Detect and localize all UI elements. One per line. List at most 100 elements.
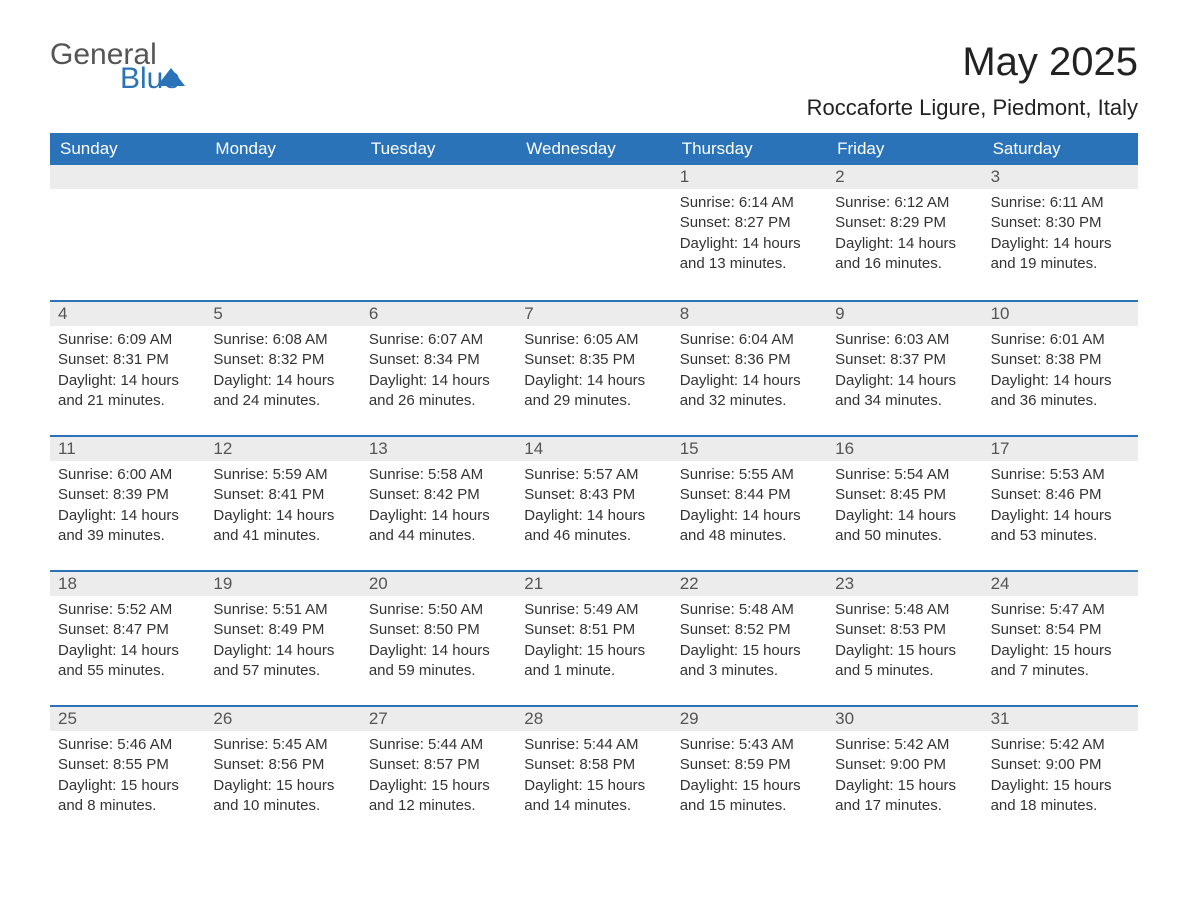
day-details: Sunrise: 5:48 AMSunset: 8:52 PMDaylight:…: [672, 596, 827, 691]
day-cell: 15Sunrise: 5:55 AMSunset: 8:44 PMDayligh…: [672, 437, 827, 570]
sunset-text: Sunset: 8:29 PM: [835, 213, 974, 233]
blank-day: [516, 165, 671, 189]
day-details: Sunrise: 6:14 AMSunset: 8:27 PMDaylight:…: [672, 189, 827, 284]
day-number: 3: [983, 165, 1138, 189]
daylight-text: Daylight: 14 hours and 59 minutes.: [369, 641, 508, 682]
sunset-text: Sunset: 8:27 PM: [680, 213, 819, 233]
daylight-text: Daylight: 14 hours and 57 minutes.: [213, 641, 352, 682]
day-number: 15: [672, 437, 827, 461]
daylight-text: Daylight: 14 hours and 41 minutes.: [213, 506, 352, 547]
sunset-text: Sunset: 8:46 PM: [991, 485, 1130, 505]
day-number: 4: [50, 302, 205, 326]
daylight-text: Daylight: 15 hours and 5 minutes.: [835, 641, 974, 682]
blank-day: [205, 165, 360, 189]
daylight-text: Daylight: 14 hours and 13 minutes.: [680, 234, 819, 275]
weekday-wednesday: Wednesday: [516, 133, 671, 165]
daylight-text: Daylight: 14 hours and 19 minutes.: [991, 234, 1130, 275]
day-cell: [516, 165, 671, 300]
weekday-saturday: Saturday: [983, 133, 1138, 165]
week-row: 18Sunrise: 5:52 AMSunset: 8:47 PMDayligh…: [50, 570, 1138, 705]
day-details: Sunrise: 5:58 AMSunset: 8:42 PMDaylight:…: [361, 461, 516, 556]
sunrise-text: Sunrise: 6:01 AM: [991, 330, 1130, 350]
sunset-text: Sunset: 8:45 PM: [835, 485, 974, 505]
sunset-text: Sunset: 8:59 PM: [680, 755, 819, 775]
sunset-text: Sunset: 8:43 PM: [524, 485, 663, 505]
daylight-text: Daylight: 15 hours and 18 minutes.: [991, 776, 1130, 817]
weekday-thursday: Thursday: [672, 133, 827, 165]
sunrise-text: Sunrise: 6:07 AM: [369, 330, 508, 350]
day-cell: 18Sunrise: 5:52 AMSunset: 8:47 PMDayligh…: [50, 572, 205, 705]
daylight-text: Daylight: 15 hours and 1 minute.: [524, 641, 663, 682]
sunset-text: Sunset: 9:00 PM: [835, 755, 974, 775]
sunset-text: Sunset: 8:56 PM: [213, 755, 352, 775]
sunrise-text: Sunrise: 6:09 AM: [58, 330, 197, 350]
sunset-text: Sunset: 8:30 PM: [991, 213, 1130, 233]
day-number: 14: [516, 437, 671, 461]
day-number: 1: [672, 165, 827, 189]
day-number: 20: [361, 572, 516, 596]
day-details: Sunrise: 5:52 AMSunset: 8:47 PMDaylight:…: [50, 596, 205, 691]
day-cell: 27Sunrise: 5:44 AMSunset: 8:57 PMDayligh…: [361, 707, 516, 840]
day-cell: 21Sunrise: 5:49 AMSunset: 8:51 PMDayligh…: [516, 572, 671, 705]
day-cell: 6Sunrise: 6:07 AMSunset: 8:34 PMDaylight…: [361, 302, 516, 435]
sunset-text: Sunset: 8:38 PM: [991, 350, 1130, 370]
week-row: 4Sunrise: 6:09 AMSunset: 8:31 PMDaylight…: [50, 300, 1138, 435]
day-cell: [50, 165, 205, 300]
day-details: Sunrise: 6:04 AMSunset: 8:36 PMDaylight:…: [672, 326, 827, 421]
day-details: Sunrise: 5:42 AMSunset: 9:00 PMDaylight:…: [827, 731, 982, 826]
day-number: 9: [827, 302, 982, 326]
sunrise-text: Sunrise: 6:03 AM: [835, 330, 974, 350]
sunset-text: Sunset: 8:34 PM: [369, 350, 508, 370]
day-cell: [361, 165, 516, 300]
daylight-text: Daylight: 14 hours and 16 minutes.: [835, 234, 974, 275]
sunrise-text: Sunrise: 5:52 AM: [58, 600, 197, 620]
day-cell: 16Sunrise: 5:54 AMSunset: 8:45 PMDayligh…: [827, 437, 982, 570]
day-cell: 11Sunrise: 6:00 AMSunset: 8:39 PMDayligh…: [50, 437, 205, 570]
day-number: 21: [516, 572, 671, 596]
sunrise-text: Sunrise: 6:00 AM: [58, 465, 197, 485]
day-details: Sunrise: 5:51 AMSunset: 8:49 PMDaylight:…: [205, 596, 360, 691]
day-number: 13: [361, 437, 516, 461]
day-number: 29: [672, 707, 827, 731]
day-details: Sunrise: 5:42 AMSunset: 9:00 PMDaylight:…: [983, 731, 1138, 826]
day-details: Sunrise: 6:09 AMSunset: 8:31 PMDaylight:…: [50, 326, 205, 421]
day-number: 31: [983, 707, 1138, 731]
sunrise-text: Sunrise: 6:14 AM: [680, 193, 819, 213]
sunrise-text: Sunrise: 5:47 AM: [991, 600, 1130, 620]
daylight-text: Daylight: 14 hours and 53 minutes.: [991, 506, 1130, 547]
daylight-text: Daylight: 14 hours and 55 minutes.: [58, 641, 197, 682]
day-number: 25: [50, 707, 205, 731]
day-details: Sunrise: 5:49 AMSunset: 8:51 PMDaylight:…: [516, 596, 671, 691]
day-number: 26: [205, 707, 360, 731]
weekday-friday: Friday: [827, 133, 982, 165]
sunrise-text: Sunrise: 5:50 AM: [369, 600, 508, 620]
day-details: Sunrise: 5:46 AMSunset: 8:55 PMDaylight:…: [50, 731, 205, 826]
day-details: Sunrise: 5:59 AMSunset: 8:41 PMDaylight:…: [205, 461, 360, 556]
day-cell: 17Sunrise: 5:53 AMSunset: 8:46 PMDayligh…: [983, 437, 1138, 570]
day-number: 30: [827, 707, 982, 731]
sunrise-text: Sunrise: 6:08 AM: [213, 330, 352, 350]
day-cell: 20Sunrise: 5:50 AMSunset: 8:50 PMDayligh…: [361, 572, 516, 705]
day-cell: 4Sunrise: 6:09 AMSunset: 8:31 PMDaylight…: [50, 302, 205, 435]
daylight-text: Daylight: 15 hours and 12 minutes.: [369, 776, 508, 817]
weekday-tuesday: Tuesday: [361, 133, 516, 165]
day-cell: 26Sunrise: 5:45 AMSunset: 8:56 PMDayligh…: [205, 707, 360, 840]
day-cell: 1Sunrise: 6:14 AMSunset: 8:27 PMDaylight…: [672, 165, 827, 300]
day-cell: 10Sunrise: 6:01 AMSunset: 8:38 PMDayligh…: [983, 302, 1138, 435]
day-number: 6: [361, 302, 516, 326]
day-details: Sunrise: 5:55 AMSunset: 8:44 PMDaylight:…: [672, 461, 827, 556]
day-number: 10: [983, 302, 1138, 326]
day-cell: 23Sunrise: 5:48 AMSunset: 8:53 PMDayligh…: [827, 572, 982, 705]
day-cell: 30Sunrise: 5:42 AMSunset: 9:00 PMDayligh…: [827, 707, 982, 840]
day-details: Sunrise: 6:07 AMSunset: 8:34 PMDaylight:…: [361, 326, 516, 421]
daylight-text: Daylight: 14 hours and 32 minutes.: [680, 371, 819, 412]
weekday-header-row: SundayMondayTuesdayWednesdayThursdayFrid…: [50, 133, 1138, 165]
day-number: 28: [516, 707, 671, 731]
daylight-text: Daylight: 15 hours and 14 minutes.: [524, 776, 663, 817]
daylight-text: Daylight: 14 hours and 50 minutes.: [835, 506, 974, 547]
sunset-text: Sunset: 9:00 PM: [991, 755, 1130, 775]
daylight-text: Daylight: 15 hours and 8 minutes.: [58, 776, 197, 817]
sunrise-text: Sunrise: 5:42 AM: [835, 735, 974, 755]
sunrise-text: Sunrise: 5:43 AM: [680, 735, 819, 755]
day-details: Sunrise: 5:47 AMSunset: 8:54 PMDaylight:…: [983, 596, 1138, 691]
